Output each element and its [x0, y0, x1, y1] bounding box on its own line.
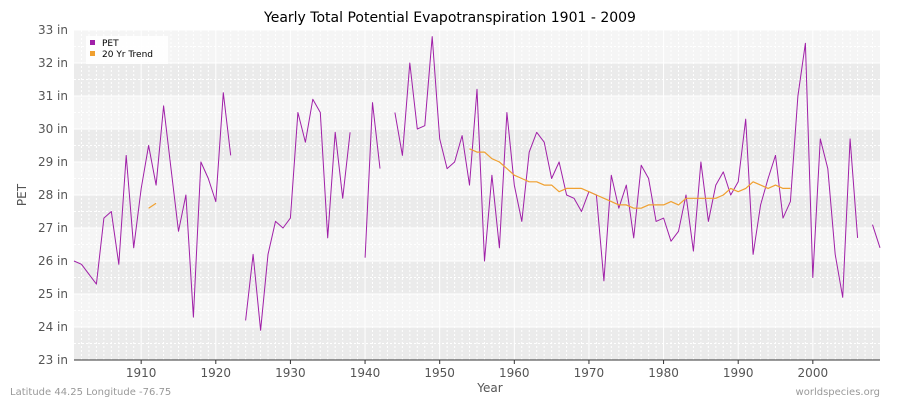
- legend-label-pet: PET: [102, 39, 119, 49]
- x-tick-labels: 1910 1920 1930 1940 1950 1960 1970 1980 1990 2000: [126, 360, 828, 380]
- x-tick-label: 1970: [574, 366, 605, 380]
- legend-label-trend: 20 Yr Trend: [102, 50, 153, 60]
- y-tick-label: 32 in: [38, 56, 68, 70]
- y-tick-label: 30 in: [38, 122, 68, 136]
- y-tick-label: 33 in: [38, 23, 68, 37]
- legend: PET 20 Yr Trend: [86, 36, 168, 64]
- y-tick-labels: 23 in 24 in 25 in 26 in 27 in 28 in 29 in 30 in…: [38, 23, 68, 367]
- x-axis-label: Year: [476, 381, 502, 395]
- y-tick-label: 31 in: [38, 89, 68, 103]
- y-tick-label: 24 in: [38, 320, 68, 334]
- x-tick-label: 1940: [350, 366, 381, 380]
- legend-swatch-trend: [90, 51, 95, 56]
- footer-coordinates: Latitude 44.25 Longitude -76.75: [10, 387, 171, 398]
- y-tick-label: 26 in: [38, 254, 68, 268]
- legend-swatch-pet: [90, 40, 95, 45]
- x-tick-label: 2000: [798, 366, 829, 380]
- pet-line-segment-1: [245, 98, 351, 331]
- x-tick-label: 1930: [275, 366, 306, 380]
- trend-line-segment-1: [469, 148, 791, 209]
- y-tick-label: 25 in: [38, 287, 68, 301]
- x-tick-label: 1910: [126, 366, 157, 380]
- y-axis-label: PET: [15, 183, 29, 206]
- y-tick-label: 28 in: [38, 188, 68, 202]
- trend-line-segment-0: [148, 202, 157, 209]
- series-layer: [73, 36, 881, 331]
- pet-line-segment-4: [872, 224, 881, 248]
- x-tick-label: 1980: [648, 366, 679, 380]
- legend-background: [86, 36, 168, 64]
- x-tick-label: 1950: [424, 366, 455, 380]
- chart-title: Yearly Total Potential Evapotranspiratio…: [263, 10, 636, 26]
- pet-line-segment-3: [394, 36, 859, 298]
- pet-line-segment-0: [73, 92, 232, 318]
- x-tick-label: 1990: [723, 366, 754, 380]
- y-tick-label: 27 in: [38, 221, 68, 235]
- footer-source: worldspecies.org: [796, 387, 880, 398]
- major-gridlines: [74, 29, 880, 361]
- y-tick-label: 29 in: [38, 155, 68, 169]
- y-tick-label: 23 in: [38, 353, 68, 367]
- x-tick-label: 1960: [499, 366, 530, 380]
- pet-line-segment-2: [364, 102, 381, 258]
- x-tick-label: 1920: [201, 366, 232, 380]
